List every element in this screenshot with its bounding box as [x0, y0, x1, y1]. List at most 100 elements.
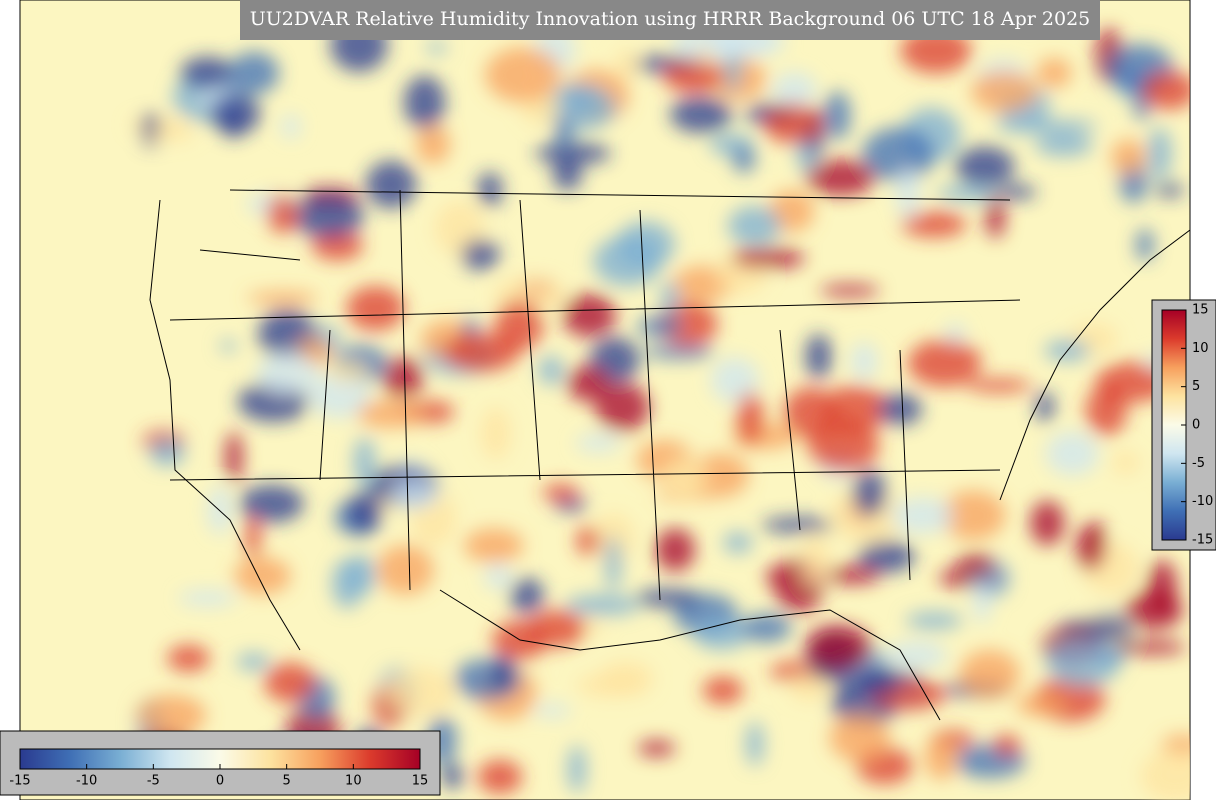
colorbar-tick-label: -10 [1192, 494, 1213, 509]
field-blob [480, 407, 511, 460]
field-blob [460, 239, 500, 271]
field-blob [376, 544, 434, 595]
field-blob [538, 355, 564, 386]
colorbar-tick-label: -15 [9, 774, 30, 789]
field-blob [484, 563, 513, 590]
field-blob [532, 704, 572, 718]
field-blob [905, 612, 963, 630]
title-box [240, 0, 1100, 40]
colorbar-tick-label: 15 [1192, 303, 1209, 318]
field-blob [736, 391, 764, 444]
field-blob [225, 431, 243, 484]
field-blob [669, 96, 733, 134]
field-blob [308, 373, 371, 419]
field-blob [1117, 640, 1187, 655]
field-blob [353, 437, 376, 489]
field-blob [209, 92, 261, 135]
field-blob [403, 75, 446, 130]
field-blob [485, 47, 562, 103]
field-blob [993, 734, 1021, 757]
field-blob [542, 483, 580, 501]
field-blob [723, 532, 753, 554]
field-blob [494, 652, 513, 694]
field-blob [178, 590, 237, 607]
field-blob [463, 528, 524, 563]
field-blob [264, 662, 316, 703]
field-blob [535, 142, 611, 165]
field-blob [331, 558, 363, 609]
colorbar-tick-label: 5 [1192, 379, 1200, 394]
colorbar-tick-label: 0 [216, 774, 224, 789]
field-blob [637, 740, 676, 757]
field-blob [693, 617, 750, 651]
field-blob [1146, 560, 1178, 615]
field-blob [1045, 431, 1100, 476]
field-blob [660, 280, 679, 315]
field-blob [829, 713, 890, 762]
field-blob [740, 613, 792, 643]
field-blob [985, 196, 1005, 239]
colorbar-tick-label: -10 [76, 774, 97, 789]
field-blob [236, 653, 271, 671]
coastlines [149, 199, 1190, 721]
field-blob [746, 721, 764, 766]
field-blob [907, 339, 982, 387]
field-blob [655, 528, 696, 572]
field-blob [710, 357, 760, 403]
colorbar-tick-label: 5 [283, 774, 291, 789]
field-blob [143, 128, 196, 141]
field-blob [149, 438, 185, 467]
field-blob [1135, 228, 1154, 262]
field-blob [885, 641, 948, 670]
field-blob [1030, 500, 1065, 546]
field-blob [761, 517, 835, 533]
field-blob [346, 286, 405, 331]
field-blob [1155, 183, 1185, 198]
field-blob [996, 184, 1037, 200]
field-blob [441, 763, 464, 789]
field-blob [890, 497, 955, 535]
field-blob [661, 457, 708, 501]
field-blob [808, 419, 880, 472]
field-blob [509, 577, 544, 614]
field-blob [643, 344, 715, 360]
field-blob [391, 478, 439, 510]
colorbar-tick-label: -5 [147, 774, 160, 789]
field-blob [727, 205, 781, 246]
field-blob [802, 534, 830, 586]
field-blob [576, 526, 600, 556]
field-blob [663, 59, 723, 94]
field-blob [233, 557, 291, 595]
field-blob [862, 127, 935, 182]
field-blob [136, 694, 207, 737]
field-blob [426, 41, 447, 54]
field-blob [763, 103, 825, 145]
field-blob [1147, 127, 1172, 180]
field-blob [806, 159, 876, 196]
field-blob [852, 470, 887, 516]
field-blob [382, 356, 424, 399]
field-blob [936, 184, 1001, 202]
field-blob [823, 91, 851, 140]
colorbar-tick-label: 0 [1192, 418, 1200, 433]
field-blob [167, 644, 210, 672]
field-blob [878, 393, 923, 426]
field-blob [972, 584, 991, 623]
field-blob [477, 759, 523, 795]
field-blob [180, 56, 235, 90]
field-blob [637, 316, 683, 337]
field-blob [1046, 636, 1121, 687]
field-blob [850, 342, 878, 381]
field-blob [1016, 693, 1065, 717]
field-blob [477, 172, 503, 207]
field-blob [256, 352, 319, 394]
field-blob [702, 676, 744, 705]
boundaries [149, 189, 1190, 721]
field-blob [924, 736, 958, 780]
field-blob [901, 211, 967, 238]
field-blob [823, 565, 881, 585]
field-blob [229, 51, 280, 95]
field-blob [970, 70, 1038, 113]
field-blob [955, 146, 1015, 187]
